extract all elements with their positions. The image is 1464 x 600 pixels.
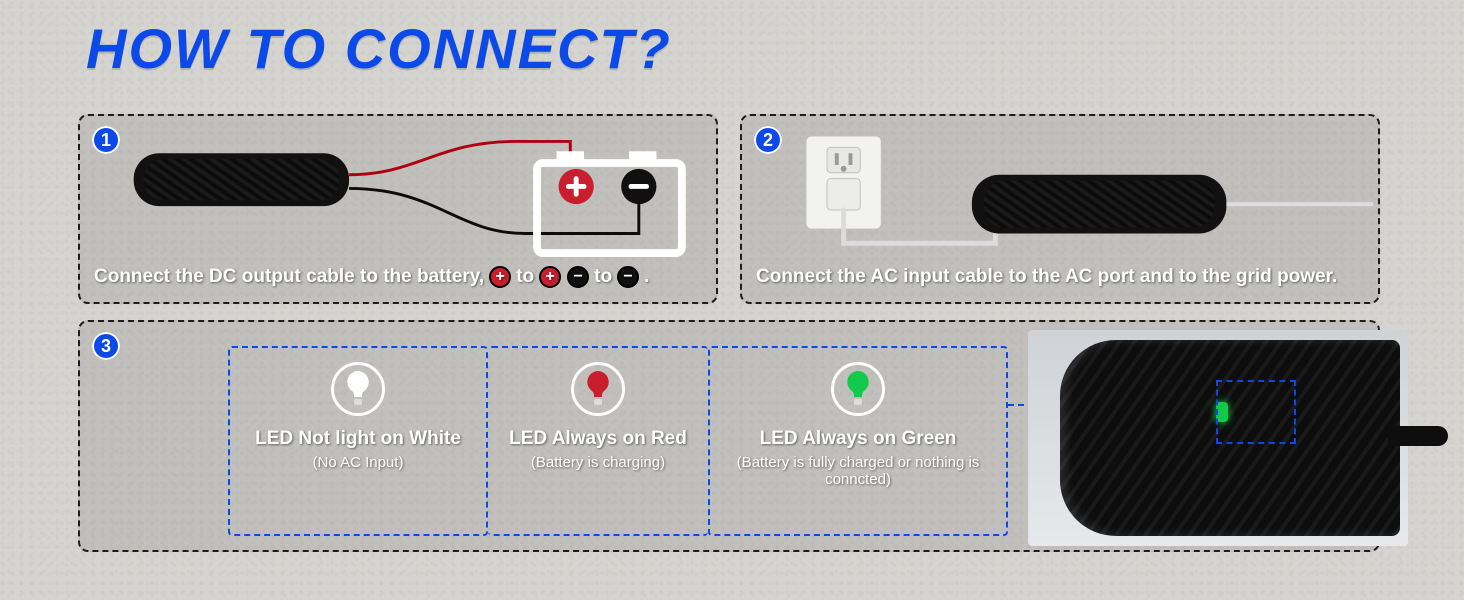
page-title: HOW TO CONNECT? xyxy=(86,16,672,81)
bulb-icon xyxy=(831,362,885,416)
step1-caption: Connect the DC output cable to the batte… xyxy=(94,266,649,288)
step1-panel: 1 Connect the DC output cable to the bat… xyxy=(78,114,718,304)
led-title: LED Always on Red xyxy=(488,428,708,450)
led-sub: (Battery is fully charged or nothing is … xyxy=(710,454,1006,488)
step3-panel: 3 LED Not light on White (No AC Input) L… xyxy=(78,320,1380,552)
led-status-green: LED Always on Green (Battery is fully ch… xyxy=(708,346,1008,536)
led-sub: (Battery is charging) xyxy=(488,454,708,471)
led-title: LED Not light on White xyxy=(230,428,486,450)
bulb-icon xyxy=(571,362,625,416)
minus-icon: − xyxy=(567,266,589,288)
minus-icon: − xyxy=(617,266,639,288)
led-focus-box xyxy=(1216,380,1296,444)
step2-caption-text: Connect the AC input cable to the AC por… xyxy=(756,266,1337,288)
bulb-icon xyxy=(331,362,385,416)
charger-cable xyxy=(1388,426,1448,446)
step1-caption-pre: Connect the DC output cable to the batte… xyxy=(94,266,484,288)
step1-caption-end: . xyxy=(644,266,649,288)
led-status-red: LED Always on Red (Battery is charging) xyxy=(488,346,708,536)
step2-caption: Connect the AC input cable to the AC por… xyxy=(756,266,1337,288)
led-sub: (No AC Input) xyxy=(230,454,486,471)
step1-caption-to2: to xyxy=(594,266,612,288)
step3-badge: 3 xyxy=(92,332,120,360)
led-title: LED Always on Green xyxy=(710,428,1006,450)
step2-panel: 2 Connect the AC input cable to the AC p… xyxy=(740,114,1380,304)
charger-closeup xyxy=(1028,330,1408,546)
plus-icon: + xyxy=(489,266,511,288)
led-status-white: LED Not light on White (No AC Input) xyxy=(228,346,488,536)
step1-caption-to1: to xyxy=(516,266,534,288)
plus-icon: + xyxy=(539,266,561,288)
charger-body xyxy=(1060,340,1400,536)
